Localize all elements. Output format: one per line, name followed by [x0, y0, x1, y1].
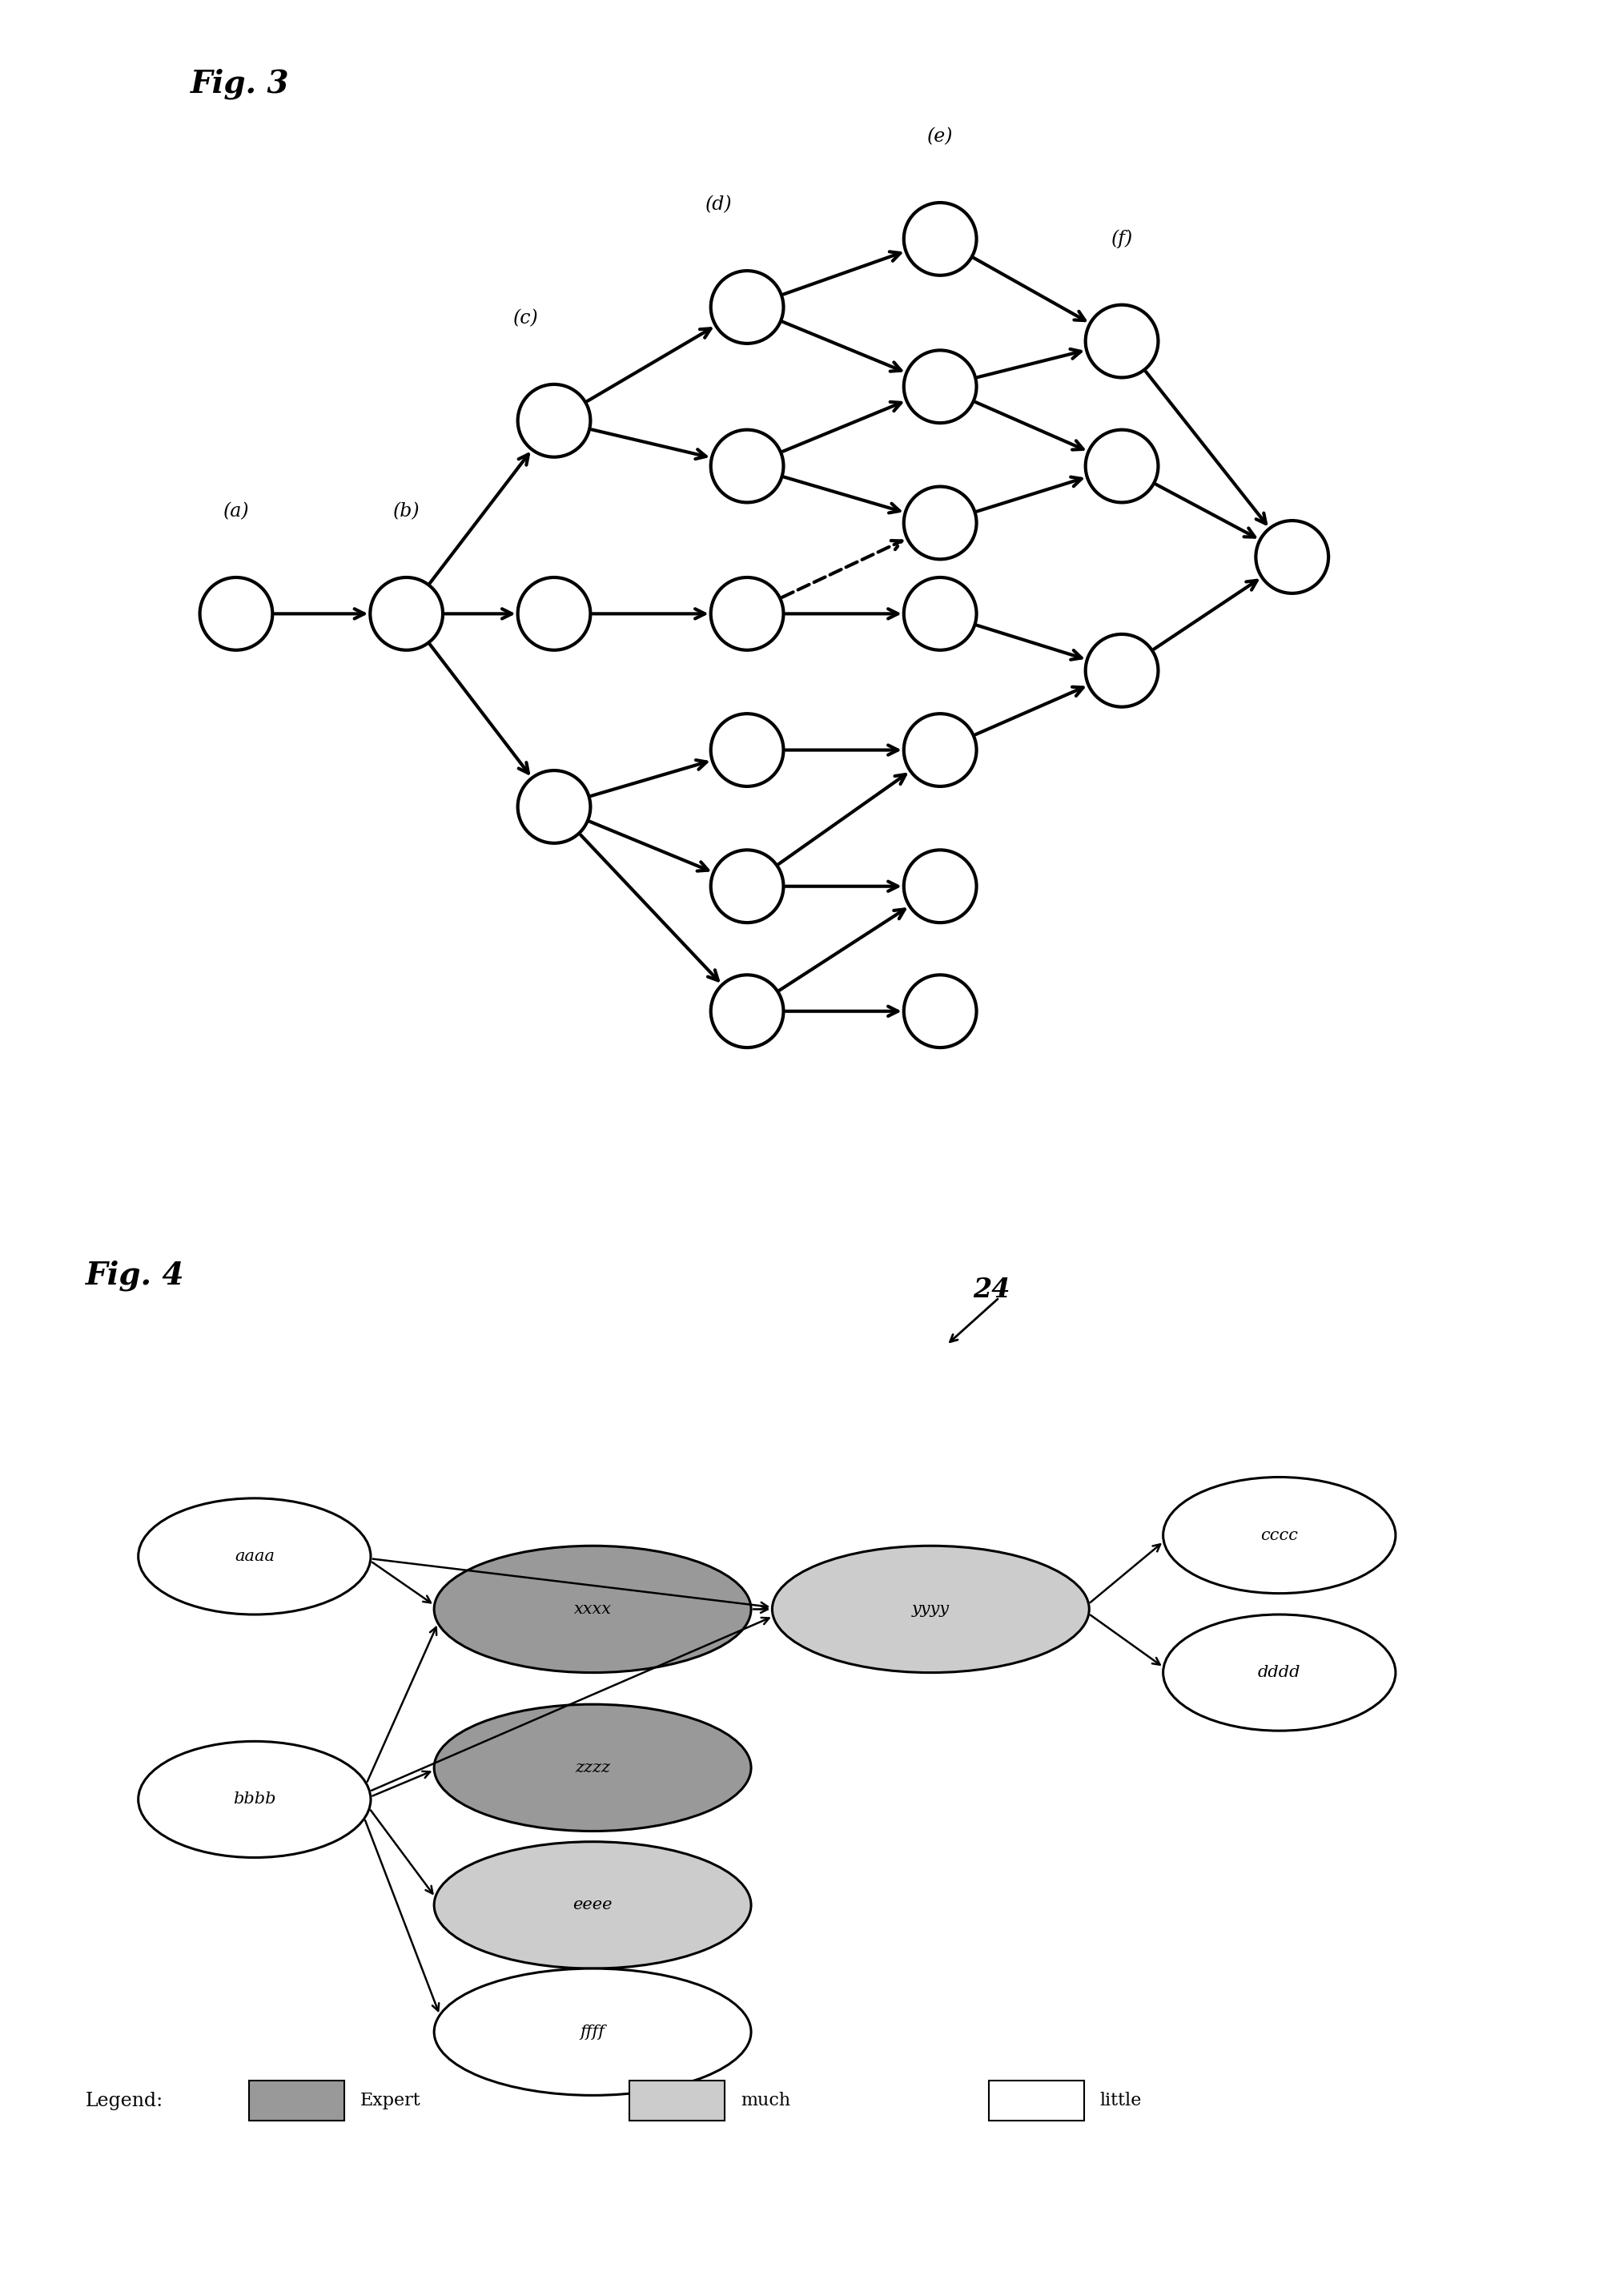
Circle shape: [517, 383, 590, 457]
Circle shape: [1085, 305, 1157, 377]
Circle shape: [903, 487, 975, 560]
Text: (b): (b): [392, 503, 419, 521]
Text: (e): (e): [927, 129, 953, 147]
Circle shape: [903, 576, 975, 650]
Text: zzzz: zzzz: [575, 1761, 611, 1775]
Ellipse shape: [138, 1740, 371, 1857]
Ellipse shape: [771, 1545, 1088, 1671]
Text: xxxx: xxxx: [574, 1603, 611, 1616]
Text: yyyy: yyyy: [911, 1603, 950, 1616]
Circle shape: [517, 771, 590, 843]
Ellipse shape: [434, 1545, 750, 1671]
Text: (f): (f): [1110, 230, 1133, 248]
Circle shape: [1085, 634, 1157, 707]
Circle shape: [1255, 521, 1327, 592]
Circle shape: [903, 976, 975, 1047]
Circle shape: [517, 576, 590, 650]
FancyBboxPatch shape: [249, 2080, 344, 2122]
Ellipse shape: [1162, 1476, 1395, 1593]
Text: Legend:: Legend:: [85, 2092, 164, 2110]
Ellipse shape: [434, 1968, 750, 2096]
Circle shape: [199, 576, 272, 650]
Text: cccc: cccc: [1260, 1527, 1297, 1543]
Text: much: much: [741, 2092, 791, 2110]
Text: (a): (a): [223, 503, 249, 521]
Circle shape: [903, 714, 975, 785]
Text: 24: 24: [972, 1277, 1009, 1302]
Text: little: little: [1099, 2092, 1141, 2110]
Text: dddd: dddd: [1257, 1665, 1300, 1681]
Text: Expert: Expert: [360, 2092, 421, 2110]
Circle shape: [710, 271, 783, 344]
Ellipse shape: [1162, 1614, 1395, 1731]
Circle shape: [710, 714, 783, 785]
FancyBboxPatch shape: [988, 2080, 1083, 2122]
Circle shape: [1085, 429, 1157, 503]
FancyBboxPatch shape: [630, 2080, 725, 2122]
Circle shape: [710, 429, 783, 503]
Text: (c): (c): [513, 310, 538, 328]
Circle shape: [903, 202, 975, 276]
Text: ffff: ffff: [580, 2025, 604, 2039]
Circle shape: [710, 576, 783, 650]
Ellipse shape: [434, 1704, 750, 1832]
Circle shape: [710, 976, 783, 1047]
Ellipse shape: [138, 1499, 371, 1614]
Text: (d): (d): [705, 195, 731, 214]
Circle shape: [903, 351, 975, 422]
Text: eeee: eeee: [572, 1896, 612, 1913]
Text: Fig. 3: Fig. 3: [191, 69, 289, 99]
Text: bbbb: bbbb: [233, 1791, 276, 1807]
Text: aaaa: aaaa: [235, 1550, 275, 1564]
Circle shape: [370, 576, 442, 650]
Text: Fig. 4: Fig. 4: [85, 1261, 185, 1290]
Circle shape: [903, 850, 975, 923]
Ellipse shape: [434, 1841, 750, 1968]
Circle shape: [710, 850, 783, 923]
